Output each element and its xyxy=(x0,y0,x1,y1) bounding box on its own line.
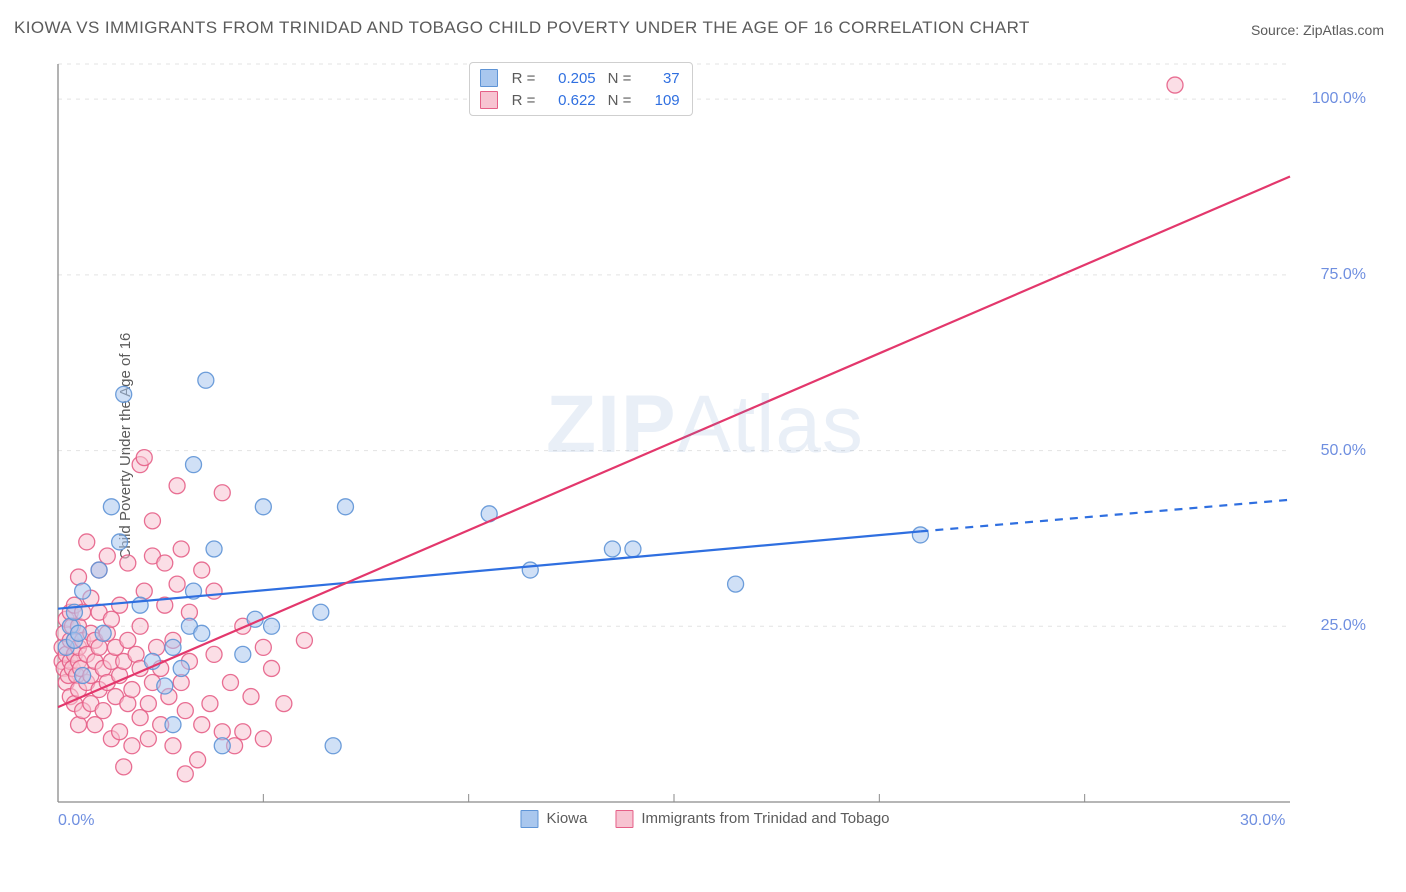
watermark-atlas: Atlas xyxy=(677,379,864,470)
y-tick-label: 75.0% xyxy=(1321,266,1366,284)
legend-text: 0.622 xyxy=(544,92,596,109)
series-legend: Kiowa Immigrants from Trinidad and Tobago xyxy=(520,810,889,828)
legend-text: R = xyxy=(512,92,544,109)
legend-swatch xyxy=(480,69,498,87)
chart-title: KIOWA VS IMMIGRANTS FROM TRINIDAD AND TO… xyxy=(14,18,1030,38)
x-tick-label: 0.0% xyxy=(58,812,94,830)
legend-swatch xyxy=(615,810,633,828)
legend-swatch xyxy=(520,810,538,828)
legend-row: R = 0.622 N = 109 xyxy=(480,89,680,111)
series-legend-label: Kiowa xyxy=(546,810,587,827)
legend-text: 109 xyxy=(644,92,680,109)
series-legend-item: Kiowa xyxy=(520,810,587,828)
legend-text: N = xyxy=(608,92,644,109)
plot-area: ZIPAtlas R = 0.205 N = 37 R = 0.622 N = … xyxy=(50,58,1360,838)
chart-container: KIOWA VS IMMIGRANTS FROM TRINIDAD AND TO… xyxy=(0,0,1406,892)
legend-text: 0.205 xyxy=(544,70,596,87)
legend-row: R = 0.205 N = 37 xyxy=(480,67,680,89)
series-legend-label: Immigrants from Trinidad and Tobago xyxy=(641,810,889,827)
legend-text: R = xyxy=(512,70,544,87)
source-label: Source: ZipAtlas.com xyxy=(1251,22,1384,38)
watermark: ZIPAtlas xyxy=(546,378,864,472)
x-tick-label: 30.0% xyxy=(1240,812,1285,830)
y-tick-label: 100.0% xyxy=(1312,90,1366,108)
legend-text: 37 xyxy=(644,70,680,87)
correlation-legend: R = 0.205 N = 37 R = 0.622 N = 109 xyxy=(469,62,693,116)
legend-text: N = xyxy=(608,70,644,87)
series-legend-item: Immigrants from Trinidad and Tobago xyxy=(615,810,889,828)
watermark-zip: ZIP xyxy=(546,379,677,470)
legend-swatch xyxy=(480,91,498,109)
y-tick-label: 50.0% xyxy=(1321,442,1366,460)
y-tick-label: 25.0% xyxy=(1321,617,1366,635)
